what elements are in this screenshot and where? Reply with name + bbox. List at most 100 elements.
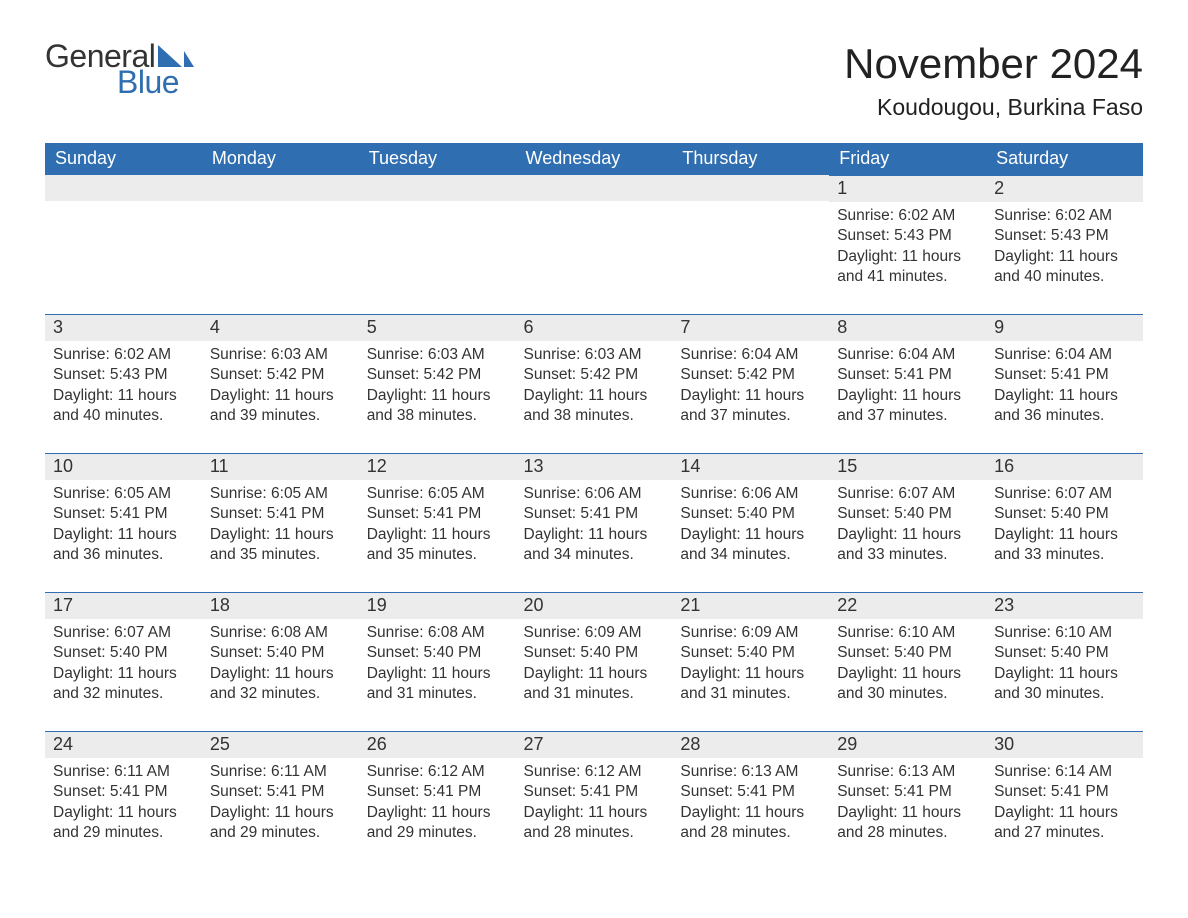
day-number: 12 bbox=[359, 453, 516, 480]
sunset-line: Sunset: 5:41 PM bbox=[367, 782, 508, 802]
day-details: Sunrise: 6:02 AMSunset: 5:43 PMDaylight:… bbox=[829, 202, 986, 288]
day-number: 4 bbox=[202, 314, 359, 341]
day-number: 23 bbox=[986, 592, 1143, 619]
calendar-day-cell: 13Sunrise: 6:06 AMSunset: 5:41 PMDayligh… bbox=[516, 453, 673, 592]
calendar-week-row: 1Sunrise: 6:02 AMSunset: 5:43 PMDaylight… bbox=[45, 175, 1143, 314]
sunset-line: Sunset: 5:40 PM bbox=[680, 643, 821, 663]
calendar-body: 1Sunrise: 6:02 AMSunset: 5:43 PMDaylight… bbox=[45, 175, 1143, 870]
day-details: Sunrise: 6:13 AMSunset: 5:41 PMDaylight:… bbox=[829, 758, 986, 844]
daylight-line: Daylight: 11 hours and 31 minutes. bbox=[680, 664, 821, 705]
sunset-line: Sunset: 5:42 PM bbox=[524, 365, 665, 385]
calendar-day-cell: 29Sunrise: 6:13 AMSunset: 5:41 PMDayligh… bbox=[829, 731, 986, 870]
calendar-day-cell: 8Sunrise: 6:04 AMSunset: 5:41 PMDaylight… bbox=[829, 314, 986, 453]
calendar-day-cell bbox=[672, 175, 829, 314]
day-number: 8 bbox=[829, 314, 986, 341]
sunset-line: Sunset: 5:41 PM bbox=[994, 782, 1135, 802]
daylight-line: Daylight: 11 hours and 28 minutes. bbox=[524, 803, 665, 844]
daylight-line: Daylight: 11 hours and 38 minutes. bbox=[524, 386, 665, 427]
weekday-header: Saturday bbox=[986, 143, 1143, 175]
calendar-day-cell: 30Sunrise: 6:14 AMSunset: 5:41 PMDayligh… bbox=[986, 731, 1143, 870]
day-number: 6 bbox=[516, 314, 673, 341]
weekday-header: Thursday bbox=[672, 143, 829, 175]
sunset-line: Sunset: 5:42 PM bbox=[367, 365, 508, 385]
sunset-line: Sunset: 5:41 PM bbox=[837, 365, 978, 385]
day-details: Sunrise: 6:05 AMSunset: 5:41 PMDaylight:… bbox=[202, 480, 359, 566]
calendar-day-cell bbox=[516, 175, 673, 314]
calendar-day-cell: 12Sunrise: 6:05 AMSunset: 5:41 PMDayligh… bbox=[359, 453, 516, 592]
calendar-day-cell: 17Sunrise: 6:07 AMSunset: 5:40 PMDayligh… bbox=[45, 592, 202, 731]
day-details: Sunrise: 6:03 AMSunset: 5:42 PMDaylight:… bbox=[516, 341, 673, 427]
daylight-line: Daylight: 11 hours and 38 minutes. bbox=[367, 386, 508, 427]
day-number: 24 bbox=[45, 731, 202, 758]
calendar-week-row: 10Sunrise: 6:05 AMSunset: 5:41 PMDayligh… bbox=[45, 453, 1143, 592]
daylight-line: Daylight: 11 hours and 37 minutes. bbox=[680, 386, 821, 427]
daylight-line: Daylight: 11 hours and 39 minutes. bbox=[210, 386, 351, 427]
calendar-day-cell: 26 Sunrise: 6:12 AMSunset: 5:41 PMDayligh… bbox=[359, 731, 516, 870]
location: Koudougou, Burkina Faso bbox=[844, 94, 1143, 121]
calendar-day-cell: 14Sunrise: 6:06 AMSunset: 5:40 PMDayligh… bbox=[672, 453, 829, 592]
sunrise-line: Sunrise: 6:13 AM bbox=[680, 762, 821, 782]
sunrise-line: Sunrise: 6:02 AM bbox=[53, 345, 194, 365]
sunset-line: Sunset: 5:40 PM bbox=[524, 643, 665, 663]
daylight-line: Daylight: 11 hours and 41 minutes. bbox=[837, 247, 978, 288]
calendar-day-cell: 28Sunrise: 6:13 AMSunset: 5:41 PMDayligh… bbox=[672, 731, 829, 870]
sunset-line: Sunset: 5:41 PM bbox=[210, 504, 351, 524]
sunrise-line: Sunrise: 6:14 AM bbox=[994, 762, 1135, 782]
sunrise-line: Sunrise: 6:08 AM bbox=[367, 623, 508, 643]
calendar-day-cell: 5Sunrise: 6:03 AMSunset: 5:42 PMDaylight… bbox=[359, 314, 516, 453]
sunset-line: Sunset: 5:40 PM bbox=[367, 643, 508, 663]
daylight-line: Daylight: 11 hours and 28 minutes. bbox=[837, 803, 978, 844]
daylight-line: Daylight: 11 hours and 36 minutes. bbox=[994, 386, 1135, 427]
day-number: 29 bbox=[829, 731, 986, 758]
sunrise-line: Sunrise: 6:10 AM bbox=[994, 623, 1135, 643]
title-block: November 2024 Koudougou, Burkina Faso bbox=[844, 40, 1143, 121]
day-details: Sunrise: 6:05 AMSunset: 5:41 PMDaylight:… bbox=[359, 480, 516, 566]
daylight-line: Daylight: 11 hours and 40 minutes. bbox=[53, 386, 194, 427]
sunrise-line: Sunrise: 6:10 AM bbox=[837, 623, 978, 643]
sunrise-line: Sunrise: 6:02 AM bbox=[837, 206, 978, 226]
calendar-day-cell: 24Sunrise: 6:11 AMSunset: 5:41 PMDayligh… bbox=[45, 731, 202, 870]
calendar-day-cell: 6Sunrise: 6:03 AMSunset: 5:42 PMDaylight… bbox=[516, 314, 673, 453]
sunrise-line: Sunrise: 6:09 AM bbox=[680, 623, 821, 643]
day-number: 13 bbox=[516, 453, 673, 480]
sunset-line: Sunset: 5:40 PM bbox=[994, 643, 1135, 663]
day-number: 19 bbox=[359, 592, 516, 619]
sunrise-line: Sunrise: 6:12 AM bbox=[367, 762, 508, 782]
day-number: 20 bbox=[516, 592, 673, 619]
daylight-line: Daylight: 11 hours and 37 minutes. bbox=[837, 386, 978, 427]
day-details: Sunrise: 6:03 AMSunset: 5:42 PMDaylight:… bbox=[359, 341, 516, 427]
sunset-line: Sunset: 5:40 PM bbox=[837, 643, 978, 663]
day-details: Sunrise: 6:04 AMSunset: 5:41 PMDaylight:… bbox=[829, 341, 986, 427]
calendar-day-cell: 10Sunrise: 6:05 AMSunset: 5:41 PMDayligh… bbox=[45, 453, 202, 592]
daylight-line: Daylight: 11 hours and 29 minutes. bbox=[367, 803, 508, 844]
calendar-day-cell: 2Sunrise: 6:02 AMSunset: 5:43 PMDaylight… bbox=[986, 175, 1143, 314]
day-details: Sunrise: 6:11 AMSunset: 5:41 PMDaylight:… bbox=[45, 758, 202, 844]
day-details: Sunrise: 6:07 AMSunset: 5:40 PMDaylight:… bbox=[45, 619, 202, 705]
sunrise-line: Sunrise: 6:13 AM bbox=[837, 762, 978, 782]
day-details: Sunrise: 6:04 AMSunset: 5:42 PMDaylight:… bbox=[672, 341, 829, 427]
calendar-day-cell: 7Sunrise: 6:04 AMSunset: 5:42 PMDaylight… bbox=[672, 314, 829, 453]
calendar-day-cell: 16Sunrise: 6:07 AMSunset: 5:40 PMDayligh… bbox=[986, 453, 1143, 592]
daylight-line: Daylight: 11 hours and 31 minutes. bbox=[524, 664, 665, 705]
day-number: 18 bbox=[202, 592, 359, 619]
weekday-header: Wednesday bbox=[516, 143, 673, 175]
day-details: Sunrise: 6:12 AMSunset: 5:41 PMDaylight:… bbox=[516, 758, 673, 844]
weekday-header: Sunday bbox=[45, 143, 202, 175]
day-number: 21 bbox=[672, 592, 829, 619]
sunset-line: Sunset: 5:43 PM bbox=[837, 226, 978, 246]
sunrise-line: Sunrise: 6:07 AM bbox=[994, 484, 1135, 504]
sunrise-line: Sunrise: 6:02 AM bbox=[994, 206, 1135, 226]
day-number: 22 bbox=[829, 592, 986, 619]
day-details: Sunrise: 6:10 AMSunset: 5:40 PMDaylight:… bbox=[986, 619, 1143, 705]
sunrise-line: Sunrise: 6:07 AM bbox=[837, 484, 978, 504]
day-details: Sunrise: 6:02 AMSunset: 5:43 PMDaylight:… bbox=[45, 341, 202, 427]
day-details: Sunrise: 6:06 AMSunset: 5:40 PMDaylight:… bbox=[672, 480, 829, 566]
sunrise-line: Sunrise: 6:04 AM bbox=[680, 345, 821, 365]
calendar-week-row: 3Sunrise: 6:02 AMSunset: 5:43 PMDaylight… bbox=[45, 314, 1143, 453]
day-details: Sunrise: 6:02 AMSunset: 5:43 PMDaylight:… bbox=[986, 202, 1143, 288]
sunset-line: Sunset: 5:40 PM bbox=[994, 504, 1135, 524]
daylight-line: Daylight: 11 hours and 32 minutes. bbox=[53, 664, 194, 705]
weekday-header: Monday bbox=[202, 143, 359, 175]
logo-text-blue: Blue bbox=[117, 66, 194, 98]
day-number: 26 bbox=[359, 731, 516, 758]
